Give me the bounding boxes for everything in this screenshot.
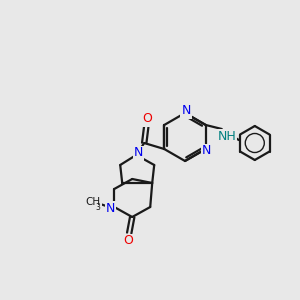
Text: O: O — [123, 235, 133, 248]
Text: 3: 3 — [96, 202, 101, 211]
Text: N: N — [181, 104, 191, 118]
Text: NH: NH — [218, 130, 236, 142]
Text: O: O — [142, 112, 152, 125]
Text: N: N — [134, 146, 143, 160]
Text: CH: CH — [86, 197, 101, 207]
Text: N: N — [106, 202, 115, 214]
Text: N: N — [202, 145, 212, 158]
